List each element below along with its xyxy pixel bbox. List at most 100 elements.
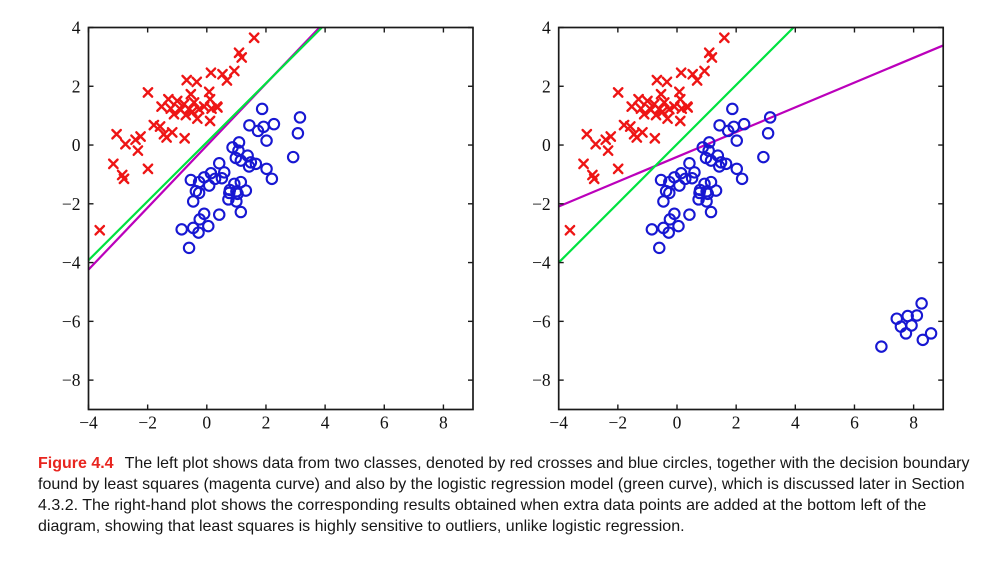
data-point-circle <box>239 184 253 197</box>
data-point-circle <box>186 195 200 208</box>
x-tick-label: 8 <box>909 413 918 433</box>
data-point-cross <box>675 67 687 79</box>
right-plot-axis-frame <box>557 26 945 411</box>
data-point-cross <box>658 97 670 108</box>
data-point-circle <box>761 127 775 140</box>
data-point-cross <box>706 52 718 63</box>
data-point-circle <box>286 150 300 164</box>
data-point-cross <box>236 52 248 63</box>
data-point-circle <box>202 179 216 192</box>
data-point-circle <box>693 186 706 200</box>
data-point-circle <box>683 208 696 221</box>
data-point-cross <box>631 131 643 143</box>
data-point-cross <box>676 103 688 115</box>
data-point-cross <box>161 131 172 143</box>
data-point-cross <box>662 113 673 124</box>
data-point-cross <box>581 128 593 140</box>
data-point-cross <box>687 68 699 80</box>
data-point-cross <box>663 103 675 115</box>
data-point-circle <box>251 124 265 138</box>
data-point-circle <box>713 119 726 132</box>
data-point-cross <box>111 128 122 140</box>
y-tick-label: 0 <box>542 135 551 155</box>
data-point-circle <box>192 186 206 200</box>
data-point-cross <box>564 224 576 236</box>
data-point-circle <box>713 160 726 173</box>
data-point-circle <box>899 327 913 340</box>
data-point-circle <box>230 195 243 208</box>
data-point-cross <box>651 74 663 86</box>
x-tick-label: 6 <box>850 413 859 433</box>
data-point-cross <box>154 121 166 132</box>
data-point-circle <box>663 213 677 226</box>
data-point-cross <box>191 76 203 88</box>
data-point-cross <box>165 103 177 115</box>
data-point-cross <box>142 163 154 175</box>
data-point-circle <box>662 226 675 239</box>
data-point-cross <box>635 103 647 115</box>
data-point-cross <box>578 158 589 170</box>
data-point-cross <box>130 134 141 146</box>
y-tick-label: 2 <box>542 76 551 96</box>
data-point-circle <box>875 340 888 353</box>
y-tick-label: −8 <box>62 370 81 390</box>
data-point-cross <box>228 65 240 77</box>
data-point-cross <box>206 103 217 115</box>
data-point-circle <box>192 226 205 239</box>
x-tick-label: 2 <box>262 413 271 433</box>
data-point-circle <box>222 193 235 206</box>
data-point-circle <box>915 297 928 310</box>
y-tick-label: 4 <box>72 18 81 38</box>
data-point-circle <box>916 333 930 347</box>
data-point-cross <box>624 121 636 132</box>
data-point-circle <box>685 171 699 185</box>
x-tick-label: 4 <box>791 413 800 433</box>
data-point-circle <box>653 241 666 255</box>
data-point-cross <box>107 158 119 170</box>
data-point-circle <box>924 327 938 340</box>
x-tick-label: 2 <box>732 413 741 433</box>
y-tick-label: −2 <box>532 194 551 214</box>
data-point-cross <box>179 132 191 144</box>
figure-caption-label: Figure 4.4 <box>38 455 114 472</box>
data-point-cross <box>132 145 144 157</box>
data-point-circle <box>704 205 718 219</box>
data-point-cross <box>638 108 650 120</box>
data-point-circle <box>645 223 659 236</box>
data-point-cross <box>191 113 203 124</box>
data-point-cross <box>650 109 662 121</box>
y-tick-label: 0 <box>72 135 81 155</box>
data-point-cross <box>205 67 217 79</box>
data-point-cross <box>211 101 223 112</box>
boundary-line-logistic-regression <box>557 26 795 264</box>
data-point-circle <box>692 193 705 206</box>
y-tick-label: −8 <box>532 370 551 390</box>
data-point-cross <box>142 87 154 98</box>
data-point-circle <box>657 195 670 208</box>
data-point-cross <box>703 47 715 59</box>
data-point-circle <box>267 117 281 131</box>
data-point-cross <box>233 47 245 59</box>
data-point-cross <box>186 106 198 118</box>
data-point-circle <box>212 208 226 221</box>
data-point-circle <box>709 184 723 197</box>
data-point-circle <box>215 171 229 185</box>
y-tick-label: −4 <box>62 253 81 273</box>
data-point-circle <box>700 195 713 208</box>
data-point-circle <box>202 219 215 233</box>
data-point-circle <box>726 102 739 116</box>
y-tick-label: −6 <box>532 311 551 331</box>
x-tick-label: 8 <box>439 413 448 433</box>
data-point-circle <box>260 134 273 147</box>
left-plot-canvas: −4 −2 0 2 4 6 8 4 2 0 −2 −4 −6 −8 <box>62 18 474 433</box>
x-tick-label: −4 <box>79 413 98 433</box>
figure-4-4: −4 −2 0 2 4 6 8 4 2 0 −2 −4 −6 −8 −4 −2 0 2 4 6 8 4 2 0 −2 −4 −6−… <box>62 18 945 433</box>
data-point-cross <box>600 134 612 146</box>
data-point-cross <box>699 65 710 77</box>
data-point-cross <box>193 103 205 115</box>
data-point-circle <box>757 150 770 164</box>
x-tick-label: 4 <box>321 413 330 433</box>
data-point-circle <box>719 157 733 171</box>
data-point-circle <box>910 309 924 322</box>
x-tick-label: 0 <box>202 413 211 433</box>
